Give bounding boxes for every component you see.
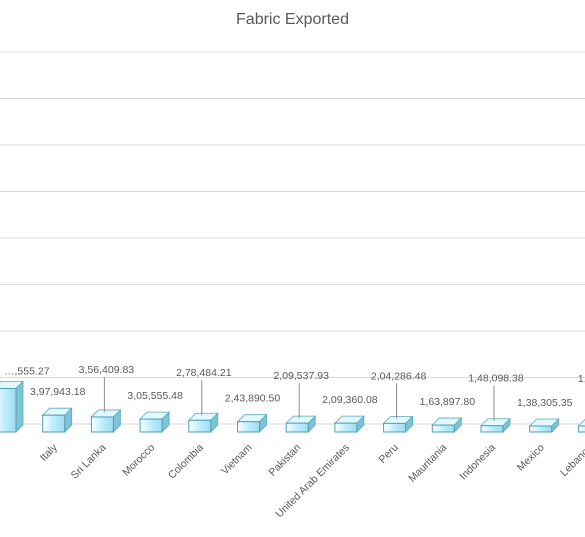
data-label: …,555.27 — [4, 365, 50, 377]
data-label: 1,63,897.80 — [420, 396, 476, 408]
bar-first — [0, 380, 24, 433]
x-tick-label: Colombia — [166, 442, 206, 482]
bar-mexico — [528, 418, 560, 433]
bar-italy — [41, 407, 73, 433]
data-label: 2,43,890.50 — [225, 393, 281, 405]
bar-sri-lanka — [90, 408, 122, 433]
bar-pakistan — [285, 415, 317, 433]
data-label: 1,48,098.38 — [468, 373, 524, 385]
bar-top — [577, 418, 585, 427]
x-tick-label: Lebanon — [558, 442, 585, 480]
data-label: 2,78,484.21 — [176, 367, 232, 379]
chart-title: Fabric Exported — [236, 11, 349, 28]
bar-indonesia — [480, 417, 511, 433]
bar-front — [42, 414, 66, 433]
bar-front — [188, 419, 212, 433]
x-tick-label: Vietnam — [219, 441, 255, 477]
bar-front — [334, 422, 358, 433]
bar-colombia — [187, 412, 219, 433]
bar-side — [15, 380, 24, 433]
data-label: 2,09,537.93 — [273, 370, 329, 382]
data-label: 2,04,286.48 — [371, 370, 427, 382]
bar-front — [90, 416, 114, 433]
x-tick-label: Pakistan — [266, 442, 303, 479]
data-label: 3,56,409.83 — [79, 364, 135, 376]
bar-vietnam — [236, 413, 268, 433]
bar-mauritania — [431, 417, 463, 433]
bar-lebanon — [577, 418, 585, 433]
data-label: 3,97,943.18 — [30, 386, 86, 398]
data-label: 1,29… — [578, 373, 585, 385]
x-tick-label: Indonesia — [457, 442, 498, 483]
data-label: 3,05,555.48 — [127, 390, 183, 402]
x-tick-label: Peru — [377, 442, 401, 466]
bar-peru — [382, 415, 414, 433]
x-tick-label: Mauritania — [406, 442, 449, 485]
bar-front — [529, 425, 553, 433]
bar-front — [285, 422, 309, 433]
data-label: 2,09,360.08 — [322, 394, 378, 406]
bar-front — [0, 387, 17, 433]
bar-morocco — [139, 411, 171, 433]
bar-front — [383, 422, 407, 433]
x-tick-label: Sri Lanka — [69, 442, 109, 482]
x-tick-label: Mexico — [515, 442, 547, 474]
x-tick-label: Italy — [38, 441, 61, 464]
x-tick-label: Morocco — [120, 442, 157, 479]
data-label: 1,38,305.35 — [517, 397, 573, 409]
bar-front — [431, 424, 455, 433]
bar-front — [480, 425, 504, 433]
bar-united-arab-emirates — [333, 415, 365, 433]
bar-front — [237, 421, 260, 433]
bar-front — [577, 425, 585, 433]
bar-front — [139, 418, 163, 433]
